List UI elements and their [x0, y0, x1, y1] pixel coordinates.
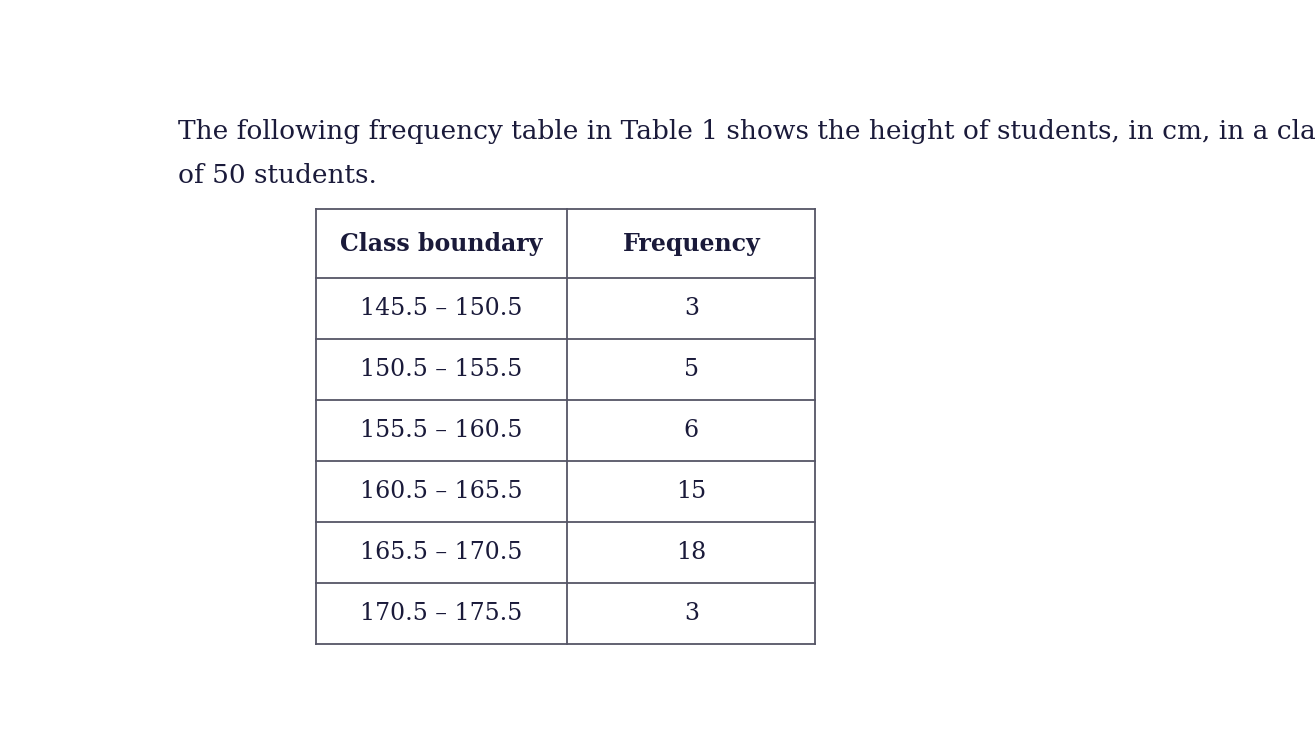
Text: 150.5 – 155.5: 150.5 – 155.5	[360, 359, 522, 381]
Text: 5: 5	[684, 359, 698, 381]
Text: 15: 15	[676, 480, 706, 503]
Text: Class boundary: Class boundary	[341, 232, 543, 255]
Text: 170.5 – 175.5: 170.5 – 175.5	[360, 602, 522, 625]
Text: 3: 3	[684, 602, 698, 625]
Text: 18: 18	[676, 541, 706, 564]
Text: 6: 6	[684, 419, 700, 442]
Text: Frequency: Frequency	[622, 232, 760, 255]
Text: 3: 3	[684, 297, 698, 320]
Text: of 50 students.: of 50 students.	[179, 163, 377, 187]
Text: The following frequency table in Table 1 shows the height of students, in cm, in: The following frequency table in Table 1…	[179, 119, 1315, 144]
Text: 165.5 – 170.5: 165.5 – 170.5	[360, 541, 522, 564]
Text: 145.5 – 150.5: 145.5 – 150.5	[360, 297, 522, 320]
Text: 160.5 – 165.5: 160.5 – 165.5	[360, 480, 522, 503]
Text: 155.5 – 160.5: 155.5 – 160.5	[360, 419, 522, 442]
